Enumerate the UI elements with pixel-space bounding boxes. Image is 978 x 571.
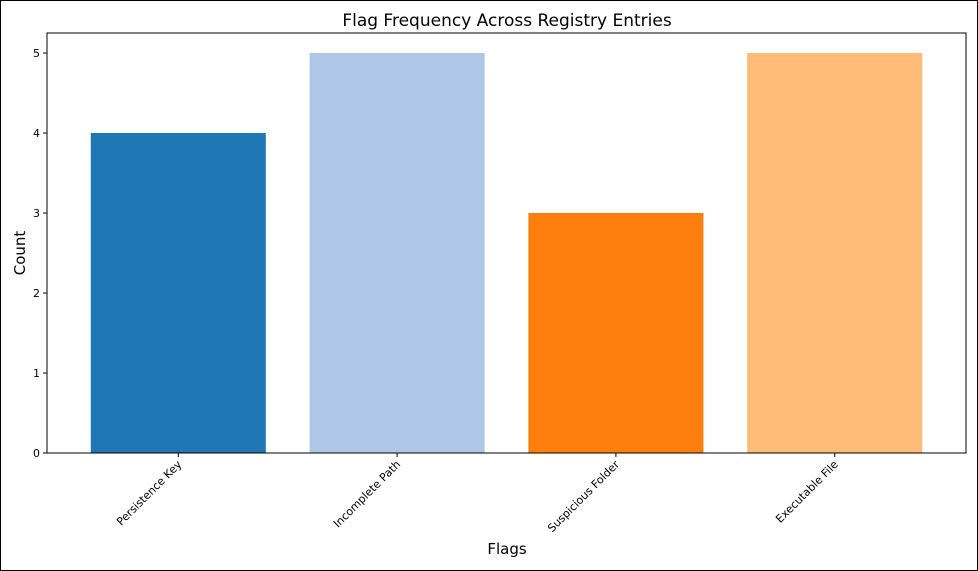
- y-tick-label: 4: [33, 127, 40, 140]
- chart-title: Flag Frequency Across Registry Entries: [342, 11, 672, 31]
- x-tick-label: Executable File: [773, 458, 841, 526]
- bars-group: [90, 53, 923, 453]
- bar-persistence-key: [90, 133, 266, 453]
- bar-suspicious-folder: [528, 213, 704, 453]
- x-axis-label: Flags: [487, 540, 527, 558]
- x-tick-label: Persistence Key: [114, 458, 185, 529]
- y-axis-label: Count: [11, 231, 29, 276]
- y-axis: 0 1 2 3 4 5: [33, 47, 47, 460]
- plot-area: [46, 32, 967, 454]
- x-tick-label: Incomplete Path: [331, 458, 403, 530]
- x-tick-label: Suspicious Folder: [545, 458, 622, 535]
- y-tick-label: 2: [33, 287, 40, 300]
- y-tick-label: 0: [33, 447, 40, 460]
- y-tick-label: 3: [33, 207, 40, 220]
- bar-incomplete-path: [309, 53, 485, 453]
- bar-executable-file: [747, 53, 923, 453]
- y-tick-label: 1: [33, 367, 40, 380]
- x-axis: Persistence Key Incomplete Path Suspicious…: [114, 453, 841, 535]
- y-tick-label: 5: [33, 47, 40, 60]
